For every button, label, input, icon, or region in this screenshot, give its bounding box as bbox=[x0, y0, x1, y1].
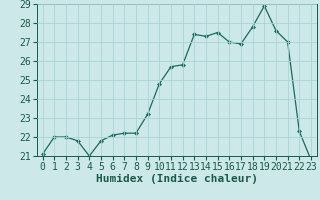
X-axis label: Humidex (Indice chaleur): Humidex (Indice chaleur) bbox=[96, 174, 258, 184]
